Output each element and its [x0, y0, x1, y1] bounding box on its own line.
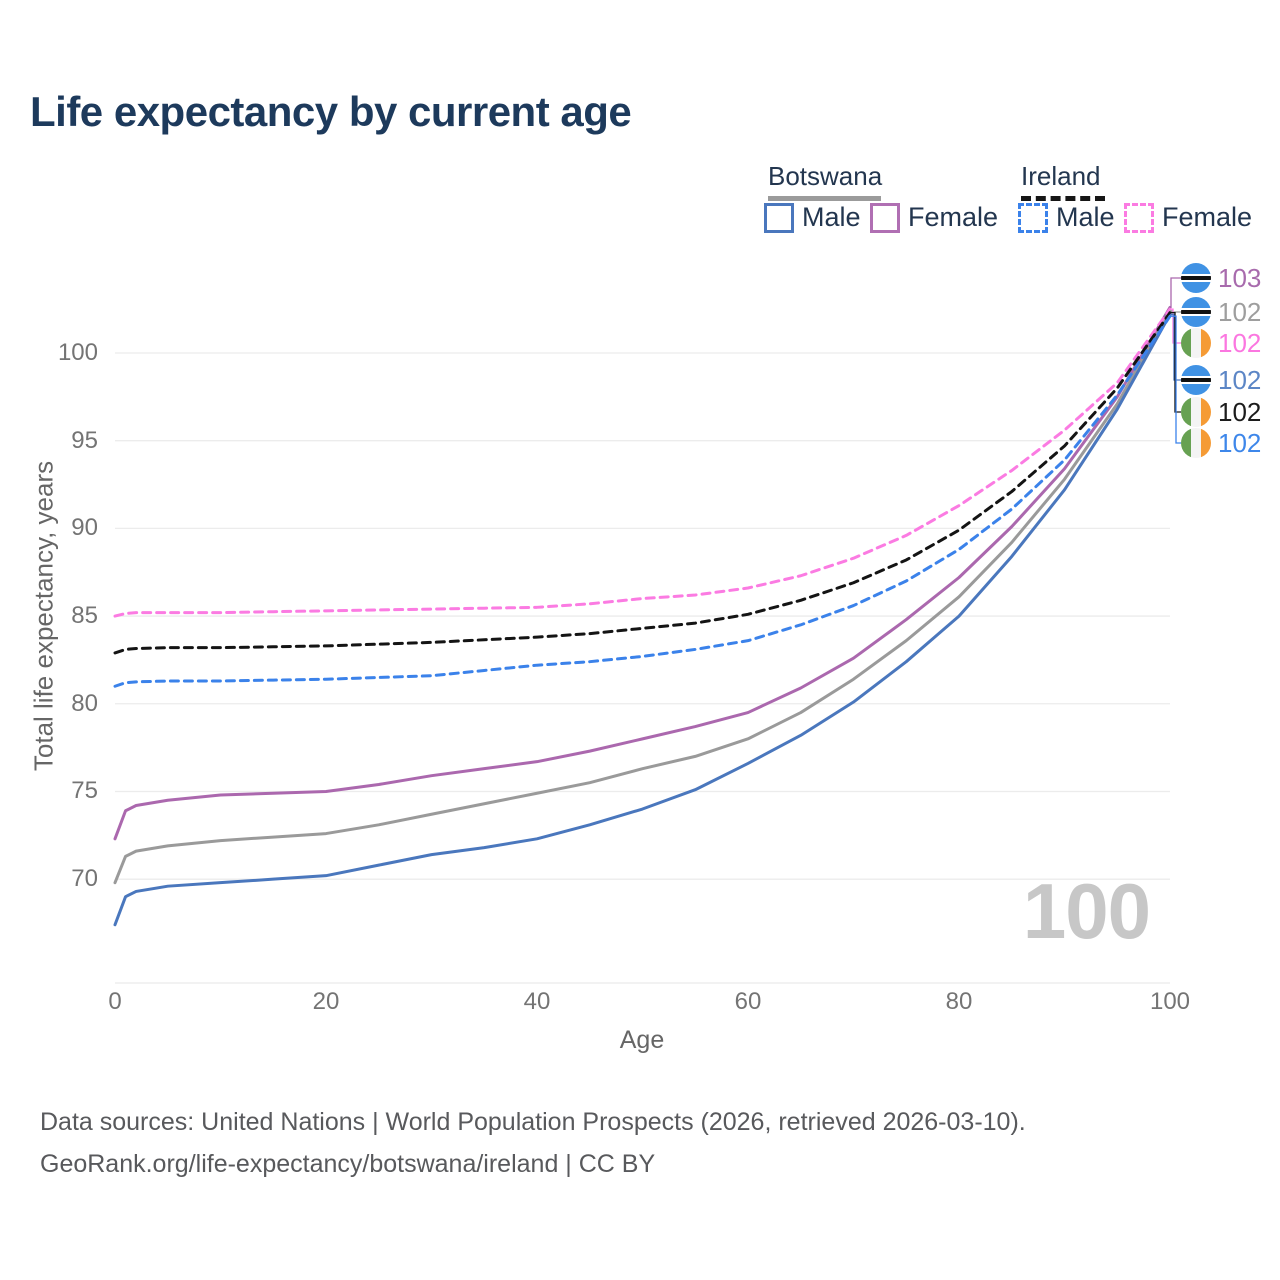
y-tick-70: 70: [71, 865, 98, 892]
legend-group-ireland: Ireland: [1021, 161, 1105, 201]
y-tick-75: 75: [71, 777, 98, 804]
data-sources-note: Data sources: United Nations | World Pop…: [40, 1108, 1026, 1136]
x-tick-0: 0: [108, 988, 122, 1015]
botswana-flag-icon: [1181, 297, 1211, 327]
legend-group-botswana-label: Botswana: [768, 161, 883, 191]
botswana-female-swatch-icon: [870, 202, 900, 233]
x-tick-100: 100: [1149, 988, 1191, 1015]
end-label-ireland-total: 102: [1218, 397, 1262, 427]
legend-item-ireland-female[interactable]: Female: [1124, 202, 1252, 233]
ireland-flag-icon: [1181, 397, 1211, 427]
botswana-solid-line-key: [768, 196, 881, 201]
x-axis-title: Age: [619, 1026, 665, 1054]
y-tick-100: 100: [57, 339, 98, 366]
ireland-flag-icon: [1181, 328, 1211, 358]
botswana-male-swatch-icon: [764, 202, 794, 233]
y-tick-85: 85: [71, 602, 98, 629]
x-tick-80: 80: [945, 988, 973, 1015]
end-label-botswana-total: 102: [1218, 297, 1262, 327]
y-tick-90: 90: [71, 514, 98, 541]
x-tick-40: 40: [523, 988, 551, 1015]
x-tick-20: 20: [312, 988, 340, 1015]
legend-group-botswana: Botswana: [768, 161, 882, 201]
attribution-note: GeoRank.org/life-expectancy/botswana/ire…: [40, 1150, 656, 1178]
legend-label: Male: [1056, 202, 1115, 232]
age-counter-watermark: 100: [1022, 867, 1151, 955]
end-label-botswana-female: 103: [1218, 263, 1262, 293]
botswana-flag-icon: [1181, 263, 1211, 293]
end-label-botswana-male: 102: [1218, 365, 1262, 395]
legend-item-ireland-male[interactable]: Male: [1018, 202, 1115, 233]
y-tick-95: 95: [71, 427, 98, 454]
ireland-flag-icon: [1181, 428, 1211, 458]
end-label-ireland-female: 102: [1218, 328, 1262, 358]
legend-label: Male: [802, 202, 861, 232]
end-label-ireland-male: 102: [1218, 428, 1262, 458]
y-axis-title: Total life expectancy, years: [28, 460, 59, 772]
ireland-male-swatch-icon: [1018, 202, 1048, 233]
legend-item-botswana-female[interactable]: Female: [870, 202, 998, 233]
botswana-flag-icon: [1181, 365, 1211, 395]
ireland-female-swatch-icon: [1124, 202, 1154, 233]
y-tick-80: 80: [71, 690, 98, 717]
legend-label: Female: [908, 202, 999, 232]
page-title: Life expectancy by current age: [30, 88, 632, 135]
legend-group-ireland-label: Ireland: [1021, 161, 1101, 191]
legend-label: Female: [1162, 202, 1253, 232]
chart-canvas: [113, 277, 1181, 984]
legend-item-botswana-male[interactable]: Male: [764, 202, 861, 233]
ireland-dashed-line-key: [1021, 196, 1105, 201]
x-tick-60: 60: [734, 988, 762, 1015]
